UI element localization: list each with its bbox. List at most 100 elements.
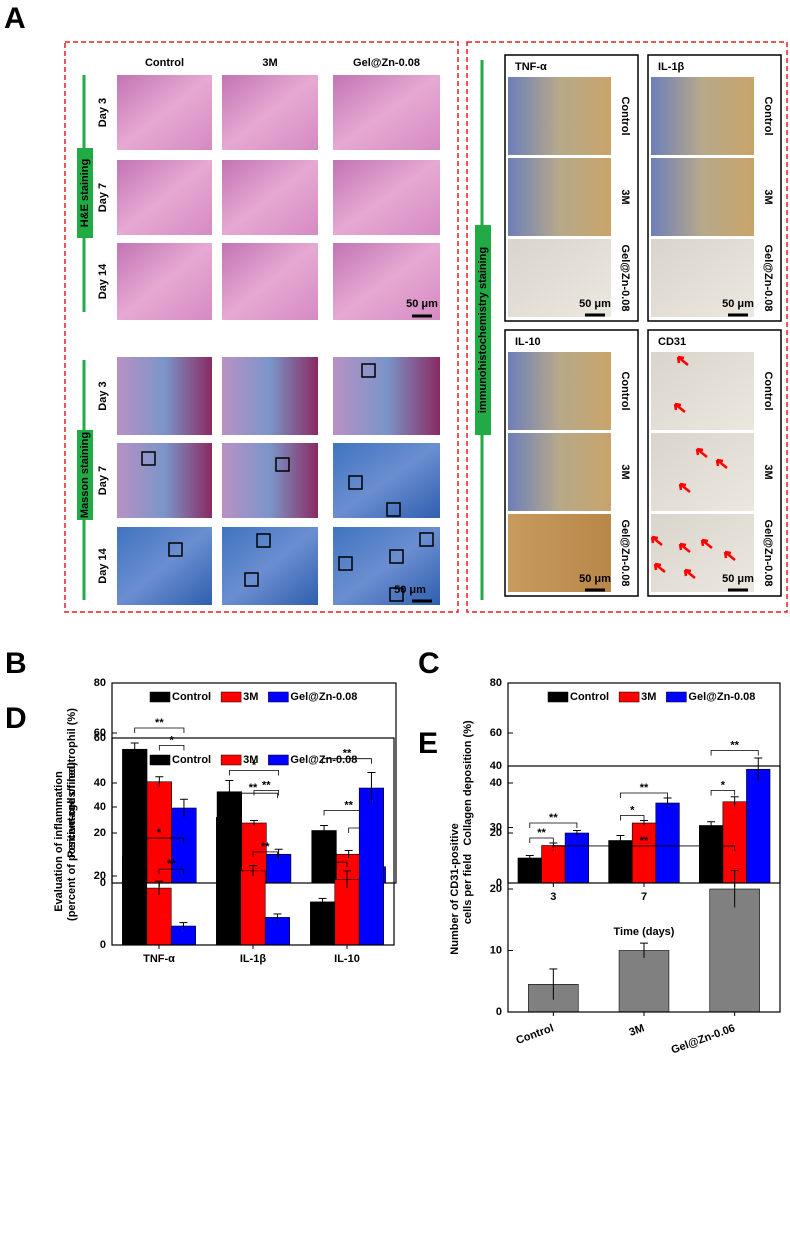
micrograph (651, 77, 754, 155)
bar (564, 832, 589, 884)
micrograph (508, 352, 611, 430)
ihc-row-label: Gel@Zn-0.08 (762, 520, 774, 587)
micrograph (651, 514, 754, 592)
ihc-row-label: Control (762, 96, 774, 135)
bar (171, 807, 197, 884)
panel-letter: D (5, 702, 27, 735)
significance-bracket (134, 837, 184, 844)
significance-label: ** (640, 782, 649, 794)
region-box (389, 587, 404, 602)
legend-swatch (268, 691, 289, 703)
ihc-row-label: Control (619, 96, 631, 135)
y-axis-label: Evaluation of inflammation (53, 771, 65, 912)
y-tick-label: 60 (94, 732, 106, 744)
x-tick-label: IL-1β (240, 953, 267, 965)
ihc-row-label: 3M (762, 189, 774, 204)
bar (146, 887, 172, 946)
micrograph (333, 75, 440, 150)
micrograph (508, 239, 611, 317)
region-box (419, 532, 434, 547)
x-tick-label: IL-10 (334, 953, 360, 965)
significance-label: ** (167, 858, 176, 870)
legend-swatch (149, 691, 171, 703)
bar (122, 856, 148, 946)
ihc-title: TNF-α (515, 61, 547, 73)
significance-label: ** (155, 717, 164, 729)
region-box (256, 533, 271, 548)
legend-label: Control (172, 691, 211, 703)
panel-a-right-box (466, 41, 788, 613)
ihc-row-label: Gel@Zn-0.08 (619, 245, 631, 312)
significance-label: * (721, 779, 726, 791)
micrograph (508, 158, 611, 236)
legend-swatch (220, 691, 242, 703)
significance-label: ** (537, 827, 546, 839)
arrow (676, 355, 689, 366)
ihc-row-label: Control (619, 371, 631, 410)
y-tick-label: 20 (94, 870, 106, 882)
panel-letter: A (4, 2, 26, 35)
x-tick-label: TNF-α (143, 953, 175, 965)
micrograph (508, 433, 611, 511)
green-label-box (77, 430, 93, 520)
significance-bracket (252, 851, 278, 857)
row-label: Day 3 (97, 98, 109, 127)
region-box (389, 549, 404, 564)
significance-bracket (134, 727, 185, 733)
section-label: immunohistochemistry staining (477, 247, 489, 413)
legend-label: Control (570, 691, 609, 703)
region-box (338, 556, 353, 571)
bar (358, 787, 384, 946)
significance-bracket (228, 792, 278, 799)
region-box (141, 451, 156, 466)
y-tick-label: 80 (490, 677, 502, 689)
arrow (723, 550, 736, 561)
row-label: Day 7 (97, 183, 109, 212)
micrograph (333, 527, 440, 605)
arrow (650, 535, 663, 546)
significance-bracket (322, 758, 372, 764)
y-tick-label: 40 (490, 760, 502, 772)
scale-label: 50 μm (579, 573, 611, 585)
micrograph (117, 75, 212, 150)
bar (631, 822, 657, 884)
row-label: Day 14 (97, 263, 109, 299)
x-tick-label: 3 (550, 891, 556, 903)
legend-label: Control (172, 754, 211, 766)
significance-bracket (322, 861, 348, 868)
ihc-row-label: 3M (762, 464, 774, 479)
bar (541, 845, 566, 884)
ihc-box (504, 329, 639, 597)
significance-label: ** (344, 799, 353, 811)
significance-bracket (552, 845, 736, 851)
legend-swatch (547, 691, 569, 703)
y-tick-label: 40 (490, 777, 502, 789)
y-axis-label: (percent of positive-cells/filed) (66, 762, 78, 921)
micrograph (222, 357, 318, 435)
bar (311, 830, 337, 884)
ihc-row-label: Gel@Zn-0.08 (762, 245, 774, 312)
ihc-row-label: 3M (619, 189, 631, 204)
y-tick-label: 40 (94, 801, 106, 813)
y-tick-label: 20 (490, 827, 502, 839)
ihc-row-label: 3M (619, 464, 631, 479)
micrograph (333, 357, 440, 435)
y-tick-label: 20 (490, 883, 502, 895)
significance-label: ** (249, 782, 258, 794)
significance-label: ** (549, 812, 558, 824)
scale-label: 50 μm (406, 298, 438, 310)
bar (264, 917, 290, 946)
scale-label: 50 μm (722, 573, 754, 585)
micrograph (117, 527, 212, 605)
arrow (695, 447, 708, 458)
significance-bracket (529, 822, 578, 828)
column-header: 3M (262, 57, 277, 69)
micrograph (508, 514, 611, 592)
region-box (348, 475, 363, 490)
significance-label: ** (343, 748, 352, 760)
legend-label: Gel@Zn-0.08 (688, 691, 755, 703)
x-tick-label: 3M (628, 1022, 646, 1039)
significance-label: * (157, 827, 162, 839)
scale-label: 50 μm (722, 298, 754, 310)
micrograph (117, 357, 212, 435)
